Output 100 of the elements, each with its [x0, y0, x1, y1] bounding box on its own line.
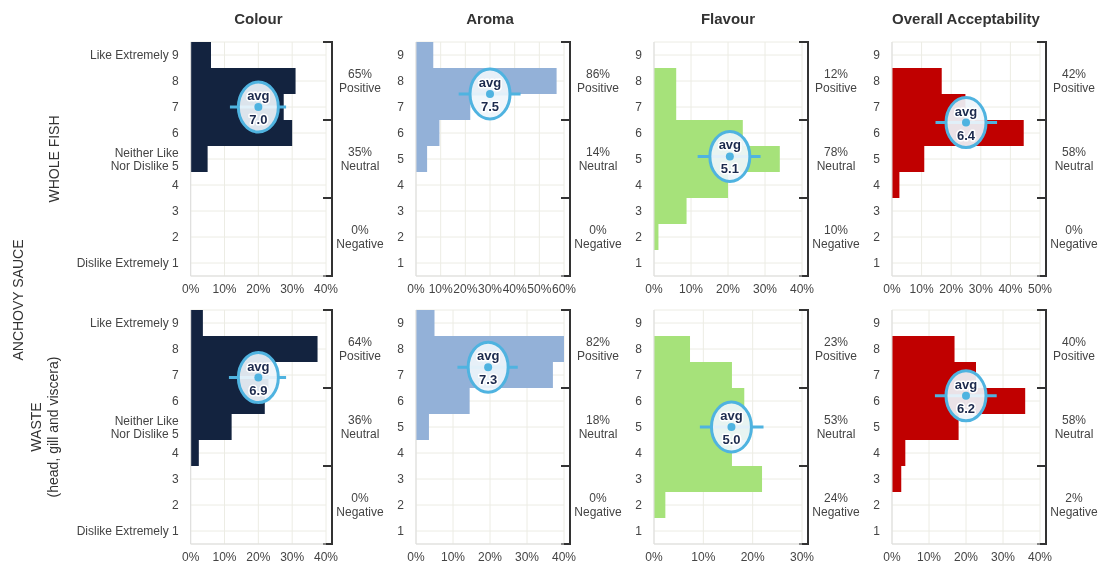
- x-tick-label: 20%: [246, 281, 271, 296]
- text: 23% Positive: [814, 335, 858, 364]
- x-tick-label: 20%: [953, 549, 979, 564]
- x-tick-label: 0%: [182, 281, 200, 296]
- y-tick-label: 4: [172, 178, 180, 192]
- y-tick-label: 9: [635, 48, 643, 62]
- text: 10% Negative: [812, 223, 860, 252]
- y-tick-label: 5: [873, 420, 881, 434]
- y-axis-title: WASTE (head, gill and viscera): [28, 356, 62, 498]
- x-tick-label: 20%: [477, 549, 503, 564]
- y-tick-label: 8: [873, 74, 881, 88]
- text: 0% Negative: [336, 491, 384, 520]
- y-tick-label: 6: [873, 126, 881, 140]
- y-tick-label: Neither Like Nor Dislike 5: [110, 145, 180, 173]
- y-tick-label: Dislike Extremely 1: [76, 524, 180, 538]
- data-label: avg 6.2: [954, 376, 978, 416]
- x-tick-label: 0%: [883, 549, 901, 564]
- chart-title: Aroma: [465, 10, 515, 27]
- text: 82% Positive: [576, 335, 620, 364]
- y-tick-label: 5: [635, 420, 643, 434]
- x-tick-label: 60%: [551, 281, 577, 296]
- y-tick-label: 7: [172, 100, 180, 114]
- y-tick-label: 8: [397, 342, 405, 356]
- y-tick-label: Like Extremely 9: [90, 316, 180, 330]
- y-tick-label: 9: [873, 316, 881, 330]
- x-tick-label: 40%: [1027, 549, 1053, 564]
- y-tick-label: 2: [172, 498, 180, 512]
- data-label: avg 6.4: [954, 103, 978, 143]
- y-tick-label: 6: [873, 394, 881, 408]
- y-tick-label: 9: [397, 48, 405, 62]
- x-tick-label: 30%: [968, 281, 994, 296]
- y-tick-label: 2: [635, 498, 643, 512]
- text: 86% Positive: [576, 67, 620, 96]
- y-tick-label: 6: [172, 394, 180, 408]
- x-tick-label: 30%: [752, 281, 778, 296]
- y-tick-label: 3: [635, 204, 643, 218]
- y-tick-label: 5: [397, 420, 405, 434]
- y-tick-label: 1: [397, 524, 405, 538]
- x-tick-label: 20%: [740, 549, 765, 564]
- chart-title: Overall Acceptability: [891, 10, 1041, 27]
- x-tick-label: 10%: [428, 281, 453, 296]
- y-tick-label: 5: [397, 152, 405, 166]
- x-tick-label: 20%: [715, 281, 741, 296]
- y-tick-label: 4: [397, 446, 405, 460]
- chart-title: Flavour: [699, 10, 757, 27]
- text: 78% Neutral: [816, 145, 856, 174]
- text: 14% Neutral: [578, 145, 618, 174]
- x-tick-label: 0%: [645, 549, 663, 564]
- y-tick-label: 6: [635, 394, 643, 408]
- y-tick-label: 5: [873, 152, 881, 166]
- y-tick-label: 7: [635, 100, 643, 114]
- x-tick-label: 10%: [212, 549, 237, 564]
- y-tick-label: 5: [635, 152, 643, 166]
- text: 0% Negative: [1050, 223, 1098, 252]
- y-tick-label: 7: [397, 368, 405, 382]
- x-tick-label: 40%: [551, 549, 577, 564]
- x-tick-label: 10%: [691, 549, 716, 564]
- text: 18% Neutral: [578, 413, 618, 442]
- y-tick-label: 1: [635, 256, 643, 270]
- x-tick-label: 40%: [313, 281, 339, 296]
- y-tick-label: 2: [397, 498, 405, 512]
- y-tick-label: 2: [873, 498, 881, 512]
- data-label: avg 5.1: [718, 137, 742, 177]
- y-tick-label: 7: [635, 368, 643, 382]
- x-tick-label: 20%: [246, 549, 271, 564]
- y-tick-label: 2: [873, 230, 881, 244]
- chart-title: Colour: [233, 10, 284, 27]
- y-tick-label: 4: [873, 178, 881, 192]
- text: 0% Negative: [574, 223, 622, 252]
- y-tick-label: 4: [397, 178, 405, 192]
- y-tick-label: 8: [172, 74, 180, 88]
- y-tick-label: 4: [873, 446, 881, 460]
- y-tick-label: 3: [172, 472, 180, 486]
- y-tick-label: 4: [172, 446, 180, 460]
- x-tick-label: 40%: [789, 281, 815, 296]
- y-tick-label: 3: [873, 472, 881, 486]
- y-tick-label: 8: [397, 74, 405, 88]
- text: 35% Neutral: [340, 145, 380, 174]
- y-tick-label: 6: [635, 126, 643, 140]
- x-tick-label: 50%: [1027, 281, 1053, 296]
- text: 64% Positive: [338, 335, 382, 364]
- data-label: avg 7.0: [247, 88, 270, 127]
- x-tick-label: 10%: [212, 281, 237, 296]
- y-tick-label: 9: [873, 48, 881, 62]
- x-tick-label: 0%: [407, 281, 425, 296]
- y-tick-label: 1: [873, 524, 881, 538]
- y-tick-label: 9: [397, 316, 405, 330]
- y-tick-label: 7: [172, 368, 180, 382]
- y-tick-label: 8: [172, 342, 180, 356]
- y-tick-label: 2: [172, 230, 180, 244]
- text: 58% Neutral: [1054, 413, 1094, 442]
- text: 2% Negative: [1050, 491, 1098, 520]
- data-label: avg 7.5: [478, 75, 502, 114]
- y-tick-label: 8: [635, 342, 643, 356]
- y-axis-title: WHOLE FISH: [45, 115, 63, 203]
- text: ANCHOVY SAUCE: [10, 239, 26, 361]
- y-tick-label: 3: [397, 472, 405, 486]
- y-tick-label: 1: [635, 524, 643, 538]
- x-tick-label: 50%: [527, 281, 552, 296]
- y-tick-label: 3: [873, 204, 881, 218]
